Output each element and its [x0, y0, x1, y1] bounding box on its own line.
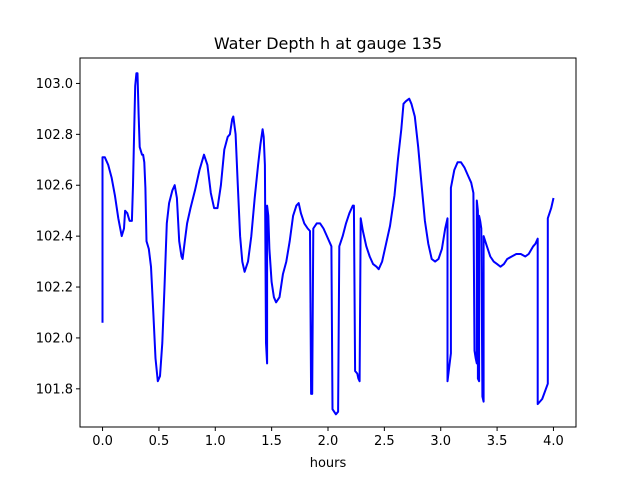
- y-tick-label: 102.6: [36, 179, 73, 194]
- x-tick-label: 3.5: [487, 434, 508, 449]
- x-tick-label: 4.0: [543, 434, 564, 449]
- x-tick-label: 2.0: [318, 434, 339, 449]
- y-tick-label: 102.8: [36, 128, 73, 143]
- y-axis: 101.8 102.0 102.2 102.4 102.6 102.8 103.0: [36, 77, 80, 397]
- x-tick-label: 1.0: [205, 434, 226, 449]
- x-tick-label: 0.5: [149, 434, 170, 449]
- x-tick-label: 1.5: [261, 434, 282, 449]
- series-line: [101, 72, 555, 416]
- y-tick-label: 102.0: [36, 331, 73, 346]
- y-tick-label: 103.0: [36, 77, 73, 92]
- chart-title: Water Depth h at gauge 135: [214, 34, 442, 53]
- y-tick-label: 102.2: [36, 281, 73, 296]
- x-axis: 0.0 0.5 1.0 1.5 2.0 2.5 3.0 3.5 4.0: [92, 427, 564, 449]
- x-tick-label: 3.0: [430, 434, 451, 449]
- y-tick-label: 102.4: [36, 230, 73, 245]
- x-axis-label: hours: [310, 456, 347, 471]
- x-tick-label: 2.5: [374, 434, 395, 449]
- x-tick-label: 0.0: [92, 434, 113, 449]
- plot-area: [101, 72, 555, 416]
- y-tick-label: 101.8: [36, 382, 73, 397]
